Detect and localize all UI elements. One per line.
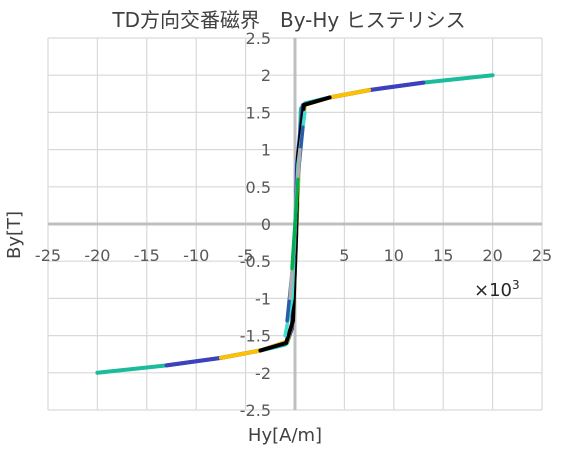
- y-tick-label: 1.5: [246, 103, 271, 122]
- x-tick-label: -5: [238, 246, 254, 265]
- series-line: [290, 177, 300, 271]
- y-tick-label: -0.5: [240, 252, 271, 271]
- x-tick-label: -10: [183, 246, 209, 265]
- x-tick-label: -25: [35, 246, 61, 265]
- x-axis-label: Hy[A/m]: [248, 425, 322, 446]
- y-tick-label: 1: [261, 141, 271, 160]
- x-multiplier: ×103: [474, 278, 520, 301]
- x-tick-label: 20: [482, 246, 502, 265]
- x-tick-labels: -25 -20 -15 -10 -5 5 10 15 20 25: [35, 246, 552, 265]
- x-tick-label: 15: [433, 246, 453, 265]
- series-group: [95, 73, 495, 375]
- x-tick-label: -20: [84, 246, 110, 265]
- x-multiplier-exponent: 3: [512, 278, 520, 292]
- y-tick-label: 0: [261, 215, 271, 234]
- chart-title: TD方向交番磁界 By-Hy ヒステリシス: [111, 8, 465, 32]
- x-tick-label: 10: [384, 246, 404, 265]
- y-tick-label: 2: [261, 66, 271, 85]
- y-tick-label: -2.5: [240, 401, 271, 420]
- y-tick-label: -1.5: [240, 327, 271, 346]
- grid: [47, 37, 543, 411]
- y-tick-label: 2.5: [246, 29, 271, 48]
- y-tick-label: 0.5: [246, 178, 271, 197]
- x-tick-label: -15: [134, 246, 160, 265]
- y-tick-label: -2: [255, 364, 271, 383]
- y-tick-label: -1: [255, 289, 271, 308]
- y-tick-labels: 2.5 2 1.5 1 0.5 0 -0.5 -1 -1.5 -2 -2.5: [240, 29, 271, 420]
- x-multiplier-base: ×10: [474, 280, 512, 301]
- x-tick-label: 25: [532, 246, 552, 265]
- x-tick-label: 5: [339, 246, 349, 265]
- y-axis-label: By[T]: [4, 211, 25, 259]
